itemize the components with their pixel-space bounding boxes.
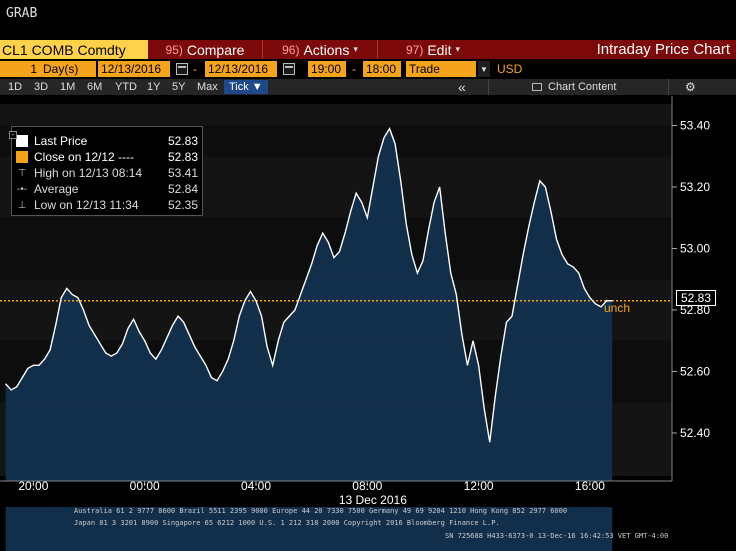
y-tick-label: 53.40	[680, 119, 710, 133]
x-axis-label: 13 Dec 2016	[339, 493, 407, 507]
last-price-badge: 52.83	[676, 290, 716, 306]
compare-menu-label: Compare	[186, 41, 245, 58]
actions-menu[interactable]: 96) Actions ▾	[263, 40, 377, 59]
period-1m[interactable]: 1M	[60, 81, 76, 93]
dropdown-arrow-icon: ▾	[455, 44, 460, 54]
field-dropdown-icon[interactable]: ▼	[478, 61, 490, 77]
legend-row-last-price: Last Price 52.83	[12, 133, 202, 149]
time-separator: -	[352, 62, 356, 76]
legend-value: 52.83	[167, 150, 198, 164]
footer-serial-line: SN 725688 H433-6373-0 13-Dec-16 16:42:53…	[445, 532, 669, 540]
header-bar: CL1 COMB Comdty 95) Compare 96) Actions …	[0, 40, 736, 59]
price-line	[5, 126, 613, 443]
page-title: Intraday Price Chart	[596, 41, 730, 58]
low-marker-icon: ⊥	[17, 199, 27, 211]
period-6m[interactable]: 6M	[87, 81, 103, 93]
high-marker-icon: ⊤	[17, 167, 27, 179]
legend-label: Close on 12/12 ----	[34, 150, 135, 164]
last-price-line	[5, 126, 613, 443]
legend-value: 52.35	[167, 198, 198, 212]
legend-label: Low on 12/13 11:34	[34, 198, 139, 212]
period-1y[interactable]: 1Y	[147, 81, 161, 93]
legend-row-high: ⊤ High on 12/13 08:14 53.41	[12, 165, 202, 181]
menu-divider	[377, 40, 378, 59]
x-axis-background	[0, 481, 672, 507]
y-tick-label: 52.60	[680, 364, 710, 378]
last-price-swatch	[16, 135, 28, 147]
legend-row-low: ⊥ Low on 12/13 11:34 52.35	[12, 197, 202, 213]
x-tick-label: 00:00	[130, 479, 160, 493]
period-3d[interactable]: 3D	[34, 81, 49, 93]
compare-menu[interactable]: 95) Compare	[148, 40, 262, 59]
footer-contacts-line-2: Japan 81 3 3201 8900 Singapore 65 6212 1…	[74, 519, 500, 527]
legend-label: Last Price	[34, 134, 88, 148]
actions-menu-label: Actions	[303, 41, 350, 58]
edit-menu[interactable]: 97) Edit ▾	[378, 40, 488, 59]
edit-menu-number: 97)	[406, 42, 424, 57]
x-tick-label: 16:00	[575, 479, 605, 493]
price-area-fill	[5, 128, 613, 551]
period-bar: 1D 3D 1M 6M YTD 1Y 5Y Max Tick ▼ « Chart…	[0, 79, 736, 95]
x-tick-label: 20:00	[18, 479, 48, 493]
x-tick-label: 12:00	[464, 479, 494, 493]
security-ticker-field[interactable]: CL1 COMB Comdty	[0, 40, 148, 59]
period-1d[interactable]: 1D	[8, 81, 23, 93]
start-date-field[interactable]: 12/13/2016	[98, 61, 170, 77]
end-date-field[interactable]: 12/13/2016	[205, 61, 277, 77]
average-marker-icon: -•-	[16, 183, 28, 195]
dropdown-arrow-icon: ▾	[353, 44, 358, 54]
period-max[interactable]: Max	[197, 81, 218, 93]
period-5y[interactable]: 5Y	[172, 81, 186, 93]
legend-collapse-icon[interactable]: -	[9, 131, 17, 139]
y-tick-label: 53.00	[680, 241, 710, 255]
chart-legend[interactable]: - Last Price 52.83 Close on 12/12 ---- 5…	[9, 126, 203, 216]
top-bar: GRAB	[0, 0, 736, 38]
legend-label: Average	[34, 182, 79, 196]
currency-label[interactable]: USD	[497, 62, 523, 76]
legend-label: High on 12/13 08:14	[34, 166, 143, 180]
actions-menu-number: 96)	[282, 42, 300, 57]
x-tick-label: 08:00	[352, 479, 382, 493]
footer-contacts-line-1: Australia 61 2 9777 8600 Brazil 5511 239…	[74, 507, 568, 515]
grab-label: GRAB	[6, 6, 38, 21]
compare-menu-number: 95)	[165, 42, 183, 57]
start-time-field[interactable]: 19:00	[308, 61, 346, 77]
collapse-panel-button[interactable]: «	[458, 79, 466, 95]
days-field[interactable]: 1 Day(s)	[0, 61, 96, 77]
toolbar-divider	[488, 79, 489, 95]
chart-content-button[interactable]: Chart Content	[532, 79, 616, 95]
legend-row-average: -•- Average 52.84	[12, 181, 202, 197]
x-axis: 20:00 00:00 04:00 08:00 12:00 16:00 13 Dec 201…	[0, 479, 672, 507]
y-tick-label: 52.40	[680, 426, 710, 440]
toolbar-divider	[668, 79, 669, 95]
field-select[interactable]: Trade	[406, 61, 476, 77]
chart-band	[0, 104, 672, 126]
y-tick-label: 52.80	[680, 303, 710, 317]
date-separator: -	[193, 62, 197, 76]
legend-value: 52.84	[167, 182, 198, 196]
chart-content-label: Chart Content	[548, 81, 617, 93]
unch-label: unch	[604, 301, 631, 315]
price-area	[5, 128, 613, 551]
legend-row-close: Close on 12/12 ---- 52.83	[12, 149, 202, 165]
control-bar: 1 Day(s) 12/13/2016 - 12/13/2016 19:00 -…	[0, 60, 736, 78]
legend-value: 52.83	[167, 134, 198, 148]
end-time-field[interactable]: 18:00	[363, 61, 401, 77]
legend-value: 53.41	[167, 166, 198, 180]
period-ytd[interactable]: YTD	[115, 81, 137, 93]
days-count: 1	[30, 62, 37, 76]
close-swatch	[16, 151, 28, 163]
end-calendar-icon[interactable]	[279, 61, 295, 77]
start-calendar-icon[interactable]	[172, 61, 188, 77]
chart-content-icon	[532, 83, 542, 91]
tick-button[interactable]: Tick ▼	[224, 80, 268, 94]
edit-menu-label: Edit	[427, 41, 452, 58]
x-tick-label: 04:00	[241, 479, 271, 493]
menu-divider	[262, 40, 263, 59]
gear-icon[interactable]: ⚙	[685, 80, 696, 94]
y-tick-label: 53.20	[680, 180, 710, 194]
days-unit: Day(s)	[43, 62, 79, 76]
